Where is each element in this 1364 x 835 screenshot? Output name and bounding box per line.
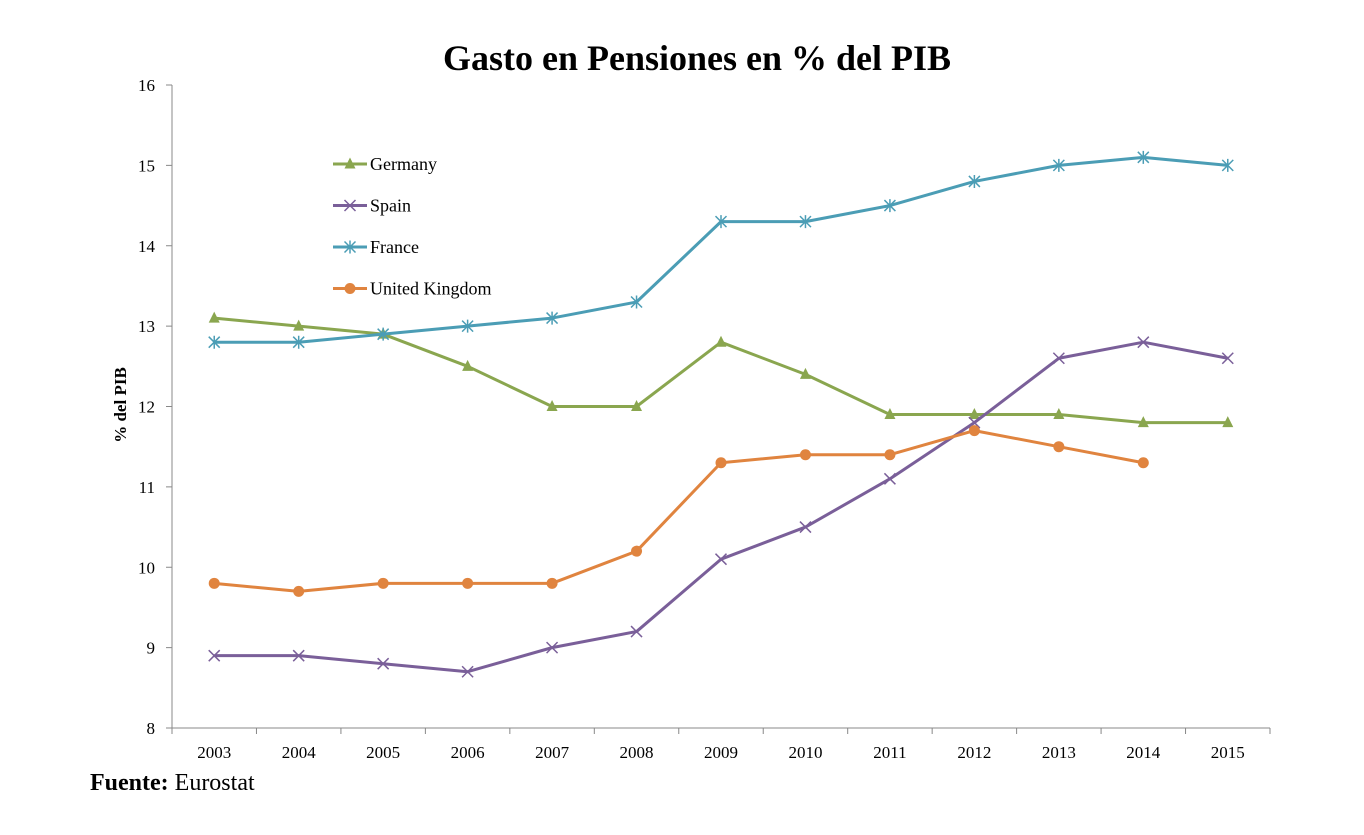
x-marker [461,665,474,678]
circle-marker [884,449,896,461]
circle-marker [208,577,220,589]
asterisk-marker [461,319,474,333]
circle-marker [377,577,389,589]
x-tick-label: 2010 [788,743,822,762]
asterisk-marker [630,295,643,309]
legend-label: Germany [370,154,437,174]
asterisk-marker [377,327,390,341]
circle-marker [546,577,558,589]
circle-marker [631,545,643,557]
triangle-marker [344,157,356,169]
triangle-marker [968,408,980,420]
asterisk-marker [343,240,357,254]
source-value: Eurostat [174,770,255,796]
asterisk-marker [799,215,812,229]
series-line [214,429,1144,593]
y-tick-label: 8 [147,719,156,738]
legend-label: France [370,237,419,257]
x-tick-label: 2007 [535,743,570,762]
asterisk-marker [208,335,221,349]
x-marker [968,416,981,429]
asterisk-marker [1221,158,1234,172]
triangle-marker [715,335,727,347]
asterisk-marker [1137,150,1150,164]
x-marker [1221,352,1234,365]
series-spain [208,336,1234,678]
x-tick-label: 2014 [1126,743,1161,762]
y-axis-label: % del PIB [111,367,130,443]
triangle-marker [293,319,305,331]
y-tick-label: 10 [138,558,155,577]
legend-label: Spain [370,196,411,216]
triangle-marker [462,359,474,371]
x-tick-label: 2012 [957,743,991,762]
x-marker [343,199,357,212]
circle-marker [1137,457,1149,469]
x-marker [292,649,305,662]
x-tick-label: 2015 [1211,743,1245,762]
y-tick-label: 16 [138,76,155,95]
circle-marker [293,585,305,597]
circle-marker [968,425,980,437]
x-tick-label: 2005 [366,743,400,762]
triangle-marker [631,400,643,411]
y-tick-label: 12 [138,398,155,417]
series-line [214,316,1228,425]
triangle-marker [208,311,220,323]
x-marker [883,472,896,485]
triangle-marker [1053,408,1065,420]
y-tick-label: 14 [138,237,156,256]
circle-marker [344,283,356,294]
source-note: Fuente: Eurostat [90,770,255,797]
triangle-marker [884,408,896,420]
chart-title: Gasto en Pensiones en % del PIB [443,38,951,78]
circle-marker [799,449,811,461]
x-tick-label: 2008 [620,743,654,762]
y-tick-label: 13 [138,317,155,336]
series-line [214,155,1228,344]
x-marker [208,649,221,662]
legend-label: United Kingdom [370,279,492,299]
legend-item: United Kingdom [333,279,492,299]
x-marker [1137,336,1150,349]
x-tick-label: 2003 [197,743,231,762]
x-tick-label: 2009 [704,743,738,762]
asterisk-marker [292,335,305,349]
legend-item: France [333,237,419,257]
asterisk-marker [968,174,981,188]
series-germany [208,311,1234,428]
x-tick-label: 2011 [873,743,906,762]
asterisk-marker [883,199,896,213]
legend-item: Germany [333,154,437,174]
y-tick-label: 9 [147,639,156,658]
asterisk-marker [714,215,728,229]
asterisk-marker [1052,158,1065,172]
asterisk-marker [546,311,559,325]
triangle-marker [546,400,558,411]
x-marker [799,521,812,534]
series-united-kingdom [208,425,1149,597]
y-tick-label: 11 [139,478,155,497]
triangle-marker [1137,416,1149,428]
x-marker [714,553,728,566]
x-tick-label: 2013 [1042,743,1076,762]
legend-item: Spain [333,196,411,216]
x-tick-label: 2004 [282,743,317,762]
series-line [214,340,1229,674]
x-marker [630,625,643,638]
y-tick-label: 15 [138,156,155,175]
circle-marker [1053,441,1065,453]
x-marker [1052,352,1065,365]
triangle-marker [799,367,811,379]
x-marker [546,641,559,654]
x-tick-label: 2006 [451,743,485,762]
series-france [208,150,1234,349]
triangle-marker [1222,416,1234,428]
circle-marker [715,457,727,469]
source-label: Fuente: [90,770,169,796]
x-marker [377,657,390,670]
circle-marker [462,577,474,589]
